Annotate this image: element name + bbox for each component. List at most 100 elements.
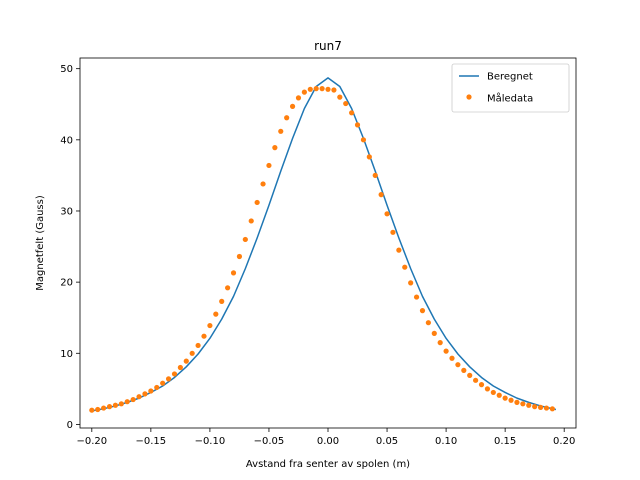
data-point-maledata	[95, 406, 101, 413]
data-point-maledata	[455, 362, 461, 368]
data-point-maledata	[124, 399, 130, 405]
x-tick-label: 0.05	[376, 436, 398, 447]
data-point-maledata	[514, 399, 520, 405]
data-point-maledata	[502, 395, 508, 401]
x-tick-label: −0.20	[76, 436, 107, 447]
data-point-maledata	[437, 340, 443, 346]
data-point-maledata	[325, 86, 331, 92]
data-point-maledata	[289, 103, 296, 109]
data-point-maledata	[225, 285, 231, 291]
x-axis-label: Avstand fra senter av spolen (m)	[246, 459, 410, 470]
legend-label-maledata: Måledata	[487, 92, 533, 105]
data-point-maledata	[165, 376, 172, 382]
data-point-maledata	[301, 89, 307, 95]
data-point-maledata	[154, 384, 160, 391]
legend-label-beregnet: Beregnet	[487, 72, 533, 83]
data-point-maledata	[526, 402, 532, 408]
x-tick-label: 0.20	[553, 436, 575, 447]
data-point-maledata	[473, 377, 479, 383]
data-point-maledata	[425, 320, 431, 326]
data-point-maledata	[449, 355, 455, 361]
data-point-maledata	[248, 218, 254, 224]
data-point-maledata	[242, 236, 248, 243]
y-tick-label: 40	[60, 135, 73, 146]
data-point-maledata	[549, 406, 555, 412]
data-point-maledata	[354, 122, 361, 128]
data-point-maledata	[254, 199, 260, 206]
data-point-maledata	[461, 367, 467, 373]
data-point-maledata	[520, 401, 526, 407]
data-point-maledata	[360, 137, 367, 143]
data-point-maledata	[402, 264, 408, 270]
data-point-maledata	[130, 396, 136, 403]
data-point-maledata	[189, 350, 195, 356]
data-point-maledata	[484, 386, 491, 392]
y-tick-label: 30	[60, 206, 73, 217]
data-point-maledata	[106, 404, 113, 410]
data-point-maledata	[378, 192, 384, 198]
data-point-maledata	[337, 94, 343, 100]
y-tick-label: 10	[60, 349, 73, 360]
data-point-maledata	[349, 110, 355, 116]
series-layer	[89, 77, 557, 413]
data-point-maledata	[266, 162, 272, 169]
data-point-maledata	[101, 405, 107, 411]
data-point-maledata	[136, 394, 142, 400]
x-tick-label: 0.15	[494, 436, 516, 447]
data-point-maledata	[201, 333, 207, 339]
data-point-maledata	[372, 172, 378, 178]
y-axis-label: Magnetfelt (Gauss)	[35, 195, 46, 291]
data-point-maledata	[171, 371, 178, 377]
data-point-maledata	[384, 211, 390, 217]
data-point-maledata	[177, 364, 183, 371]
data-point-maledata	[467, 372, 473, 378]
y-axis-ticks: 0 10 20 30 40 50	[60, 64, 80, 431]
data-point-maledata	[118, 401, 124, 407]
data-point-maledata	[508, 397, 514, 403]
x-tick-label: −0.15	[136, 436, 167, 447]
data-point-maledata	[396, 247, 402, 253]
data-point-maledata	[195, 342, 201, 349]
data-point-maledata	[284, 115, 290, 121]
legend: Beregnet Måledata	[451, 63, 570, 113]
data-point-maledata	[260, 181, 266, 187]
data-point-maledata	[543, 405, 550, 411]
data-point-maledata	[343, 100, 349, 107]
series-line-beregnet	[91, 77, 557, 412]
data-point-maledata	[112, 402, 119, 408]
data-point-maledata	[319, 86, 325, 92]
x-tick-label: 0.00	[317, 436, 339, 447]
data-point-maledata	[313, 86, 319, 92]
plot-frame	[79, 57, 577, 429]
data-point-maledata	[207, 322, 213, 329]
data-point-maledata	[431, 330, 437, 336]
y-tick-label: 20	[60, 278, 73, 289]
x-tick-label: −0.05	[254, 436, 285, 447]
data-point-maledata	[532, 404, 538, 410]
x-tick-label: 0.10	[435, 436, 457, 447]
data-point-maledata	[419, 308, 426, 314]
data-point-maledata	[413, 294, 420, 300]
data-point-maledata	[183, 358, 189, 364]
data-point-maledata	[331, 87, 337, 93]
x-axis-ticks: −0.20 −0.15 −0.10 −0.05 0.00 0.05 0.10 0.15 0.20	[76, 428, 575, 447]
y-tick-label: 0	[67, 420, 73, 431]
data-point-maledata	[443, 348, 449, 354]
legend-frame	[451, 63, 570, 113]
data-point-maledata	[142, 391, 148, 397]
data-point-maledata	[278, 128, 284, 134]
data-point-maledata	[496, 392, 502, 398]
legend-marker-swatch	[466, 94, 472, 100]
data-point-maledata	[307, 86, 313, 92]
data-point-maledata	[148, 388, 154, 394]
x-tick-label: −0.10	[195, 436, 226, 447]
data-point-maledata	[537, 404, 544, 410]
data-point-maledata	[366, 154, 372, 160]
data-point-maledata	[230, 270, 237, 276]
chart-title: run7	[314, 39, 342, 53]
y-tick-label: 50	[60, 64, 73, 75]
data-point-maledata	[89, 407, 95, 413]
data-point-maledata	[219, 298, 225, 304]
data-point-maledata	[408, 280, 414, 286]
